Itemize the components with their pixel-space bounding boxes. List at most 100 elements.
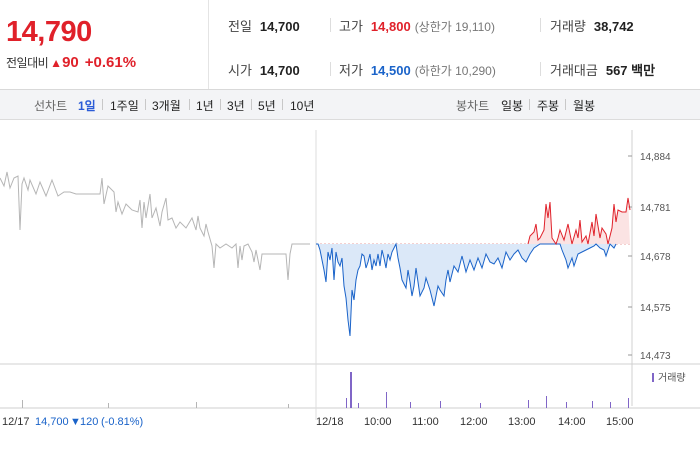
tab-separator bbox=[189, 99, 190, 110]
low-label: 저가 bbox=[339, 63, 363, 78]
prev-day-price: 14,700 bbox=[35, 416, 69, 428]
volume-bar bbox=[288, 404, 289, 408]
x-tick-label: 10:00 bbox=[364, 416, 392, 428]
prev-close-value: 14,700 bbox=[259, 19, 300, 34]
volume-bar bbox=[410, 402, 411, 408]
volume-bar bbox=[440, 401, 441, 408]
x-tick-label: 14:00 bbox=[558, 416, 586, 428]
volume-legend: 거래량 bbox=[658, 372, 686, 384]
volume-legend-swatch bbox=[652, 373, 654, 382]
intraday-chart[interactable]: 14,884 14,781 14,678 14,575 14,473 거래량 bbox=[0, 120, 700, 450]
chart-svg: 14,884 14,781 14,678 14,575 14,473 거래량 bbox=[0, 130, 700, 428]
tab-monthly-candle[interactable]: 월봉 bbox=[573, 99, 596, 113]
tab-1year[interactable]: 1년 bbox=[196, 99, 214, 113]
tab-separator bbox=[529, 99, 530, 110]
price-summary-panel: 14,790 전일대비 ▲90 +0.61% 전일 14,700 고가 14,800 (상… bbox=[0, 0, 700, 90]
volume-bar bbox=[350, 372, 352, 408]
x-tick-label: 15:00 bbox=[606, 416, 634, 428]
volume-bar bbox=[346, 398, 347, 408]
prev-day-price-line bbox=[0, 171, 310, 281]
tab-3month[interactable]: 3개월 bbox=[152, 99, 181, 113]
current-price: 14,790 bbox=[6, 16, 92, 48]
tab-separator bbox=[102, 99, 103, 110]
tab-daily-candle[interactable]: 일봉 bbox=[501, 99, 524, 113]
current-price-box: 14,790 전일대비 ▲90 +0.61% bbox=[0, 0, 209, 89]
high-cell: 고가 14,800 (상한가 19,110) bbox=[339, 16, 495, 35]
volume-cell: 거래량 38,742 bbox=[550, 16, 634, 35]
below-close-area bbox=[316, 244, 616, 336]
line-chart-label: 선차트 bbox=[34, 99, 68, 113]
volume-bar bbox=[480, 403, 481, 408]
volume-bar bbox=[358, 403, 359, 408]
change-line: 전일대비 ▲90 +0.61% bbox=[6, 54, 136, 71]
volume-bar bbox=[22, 400, 23, 408]
below-close-fill bbox=[316, 244, 616, 336]
tab-5year[interactable]: 5년 bbox=[258, 99, 276, 113]
today-price-line-down bbox=[316, 242, 617, 337]
tab-weekly-candle[interactable]: 주봉 bbox=[537, 99, 560, 113]
tab-separator bbox=[220, 99, 221, 110]
prev-close-label: 전일 bbox=[228, 19, 252, 34]
y-tick-label: 14,884 bbox=[640, 152, 671, 163]
volume-bar bbox=[386, 392, 387, 408]
volume-bar bbox=[610, 402, 611, 408]
upper-limit: (상한가 19,110) bbox=[414, 20, 495, 34]
x-tick-label: 12/18 bbox=[316, 416, 344, 428]
x-tick-label: 11:00 bbox=[412, 416, 439, 428]
change-percent: +0.61% bbox=[84, 54, 137, 71]
prev-close-cell: 전일 14,700 bbox=[228, 16, 300, 35]
high-value: 14,800 bbox=[370, 19, 411, 34]
x-tick-label: 13:00 bbox=[508, 416, 536, 428]
tab-10year[interactable]: 10년 bbox=[290, 99, 315, 113]
volume-bar bbox=[108, 403, 109, 408]
tab-separator bbox=[565, 99, 566, 110]
x-axis: 12/17 14,700 ▼ 120 (-0.81%) 12/18 10:00 … bbox=[2, 416, 634, 428]
y-tick-label: 14,678 bbox=[640, 252, 671, 263]
low-value: 14,500 bbox=[370, 63, 411, 78]
above-close-fill bbox=[528, 198, 630, 244]
y-tick-label: 14,781 bbox=[640, 203, 671, 214]
divider bbox=[540, 62, 541, 76]
amount-value: 567 백만 bbox=[605, 63, 656, 78]
up-arrow-icon: ▲ bbox=[50, 56, 63, 70]
open-cell: 시가 14,700 bbox=[228, 60, 300, 79]
amount-label: 거래대금 bbox=[550, 63, 598, 78]
volume-bar bbox=[566, 402, 567, 408]
amount-cell: 거래대금 567 백만 bbox=[550, 60, 655, 79]
tab-3year[interactable]: 3년 bbox=[227, 99, 245, 113]
volume-bar bbox=[628, 398, 629, 408]
down-arrow-icon: ▼ bbox=[70, 416, 81, 428]
x-tick-label: 12:00 bbox=[460, 416, 488, 428]
previous-day-series bbox=[0, 171, 310, 281]
volume-bars: 거래량 bbox=[22, 372, 686, 408]
prev-day-date: 12/17 bbox=[2, 416, 30, 428]
volume-bar bbox=[196, 402, 197, 408]
volume-bar bbox=[592, 401, 593, 408]
change-label: 전일대비 bbox=[6, 56, 49, 70]
today-series bbox=[316, 197, 631, 337]
tab-separator bbox=[282, 99, 283, 110]
candle-chart-label: 봉차트 bbox=[456, 99, 490, 113]
tab-separator bbox=[145, 99, 146, 110]
y-tick-label: 14,575 bbox=[640, 303, 671, 314]
y-axis-ticks: 14,884 14,781 14,678 14,575 14,473 bbox=[628, 152, 671, 362]
prev-day-pct: (-0.81%) bbox=[101, 416, 143, 428]
tab-1week[interactable]: 1주일 bbox=[110, 99, 139, 113]
tab-separator bbox=[251, 99, 252, 110]
open-label: 시가 bbox=[228, 63, 252, 78]
high-label: 고가 bbox=[339, 19, 363, 34]
low-cell: 저가 14,500 (하한가 10,290) bbox=[339, 60, 496, 79]
volume-bar bbox=[528, 400, 529, 408]
divider bbox=[330, 62, 331, 76]
y-tick-label: 14,473 bbox=[640, 351, 671, 362]
volume-value: 38,742 bbox=[593, 19, 634, 34]
volume-bar bbox=[546, 396, 547, 408]
volume-label: 거래량 bbox=[550, 19, 586, 34]
tab-1day[interactable]: 1일 bbox=[78, 99, 96, 113]
divider bbox=[330, 18, 331, 32]
open-value: 14,700 bbox=[259, 63, 300, 78]
chart-toolbar: 선차트 1일 1주일 3개월 1년 3년 5년 10년 봉차트 일봉 주봉 월봉 bbox=[0, 90, 700, 120]
lower-limit: (하한가 10,290) bbox=[414, 64, 496, 78]
above-close-area bbox=[528, 198, 630, 244]
divider bbox=[540, 18, 541, 32]
